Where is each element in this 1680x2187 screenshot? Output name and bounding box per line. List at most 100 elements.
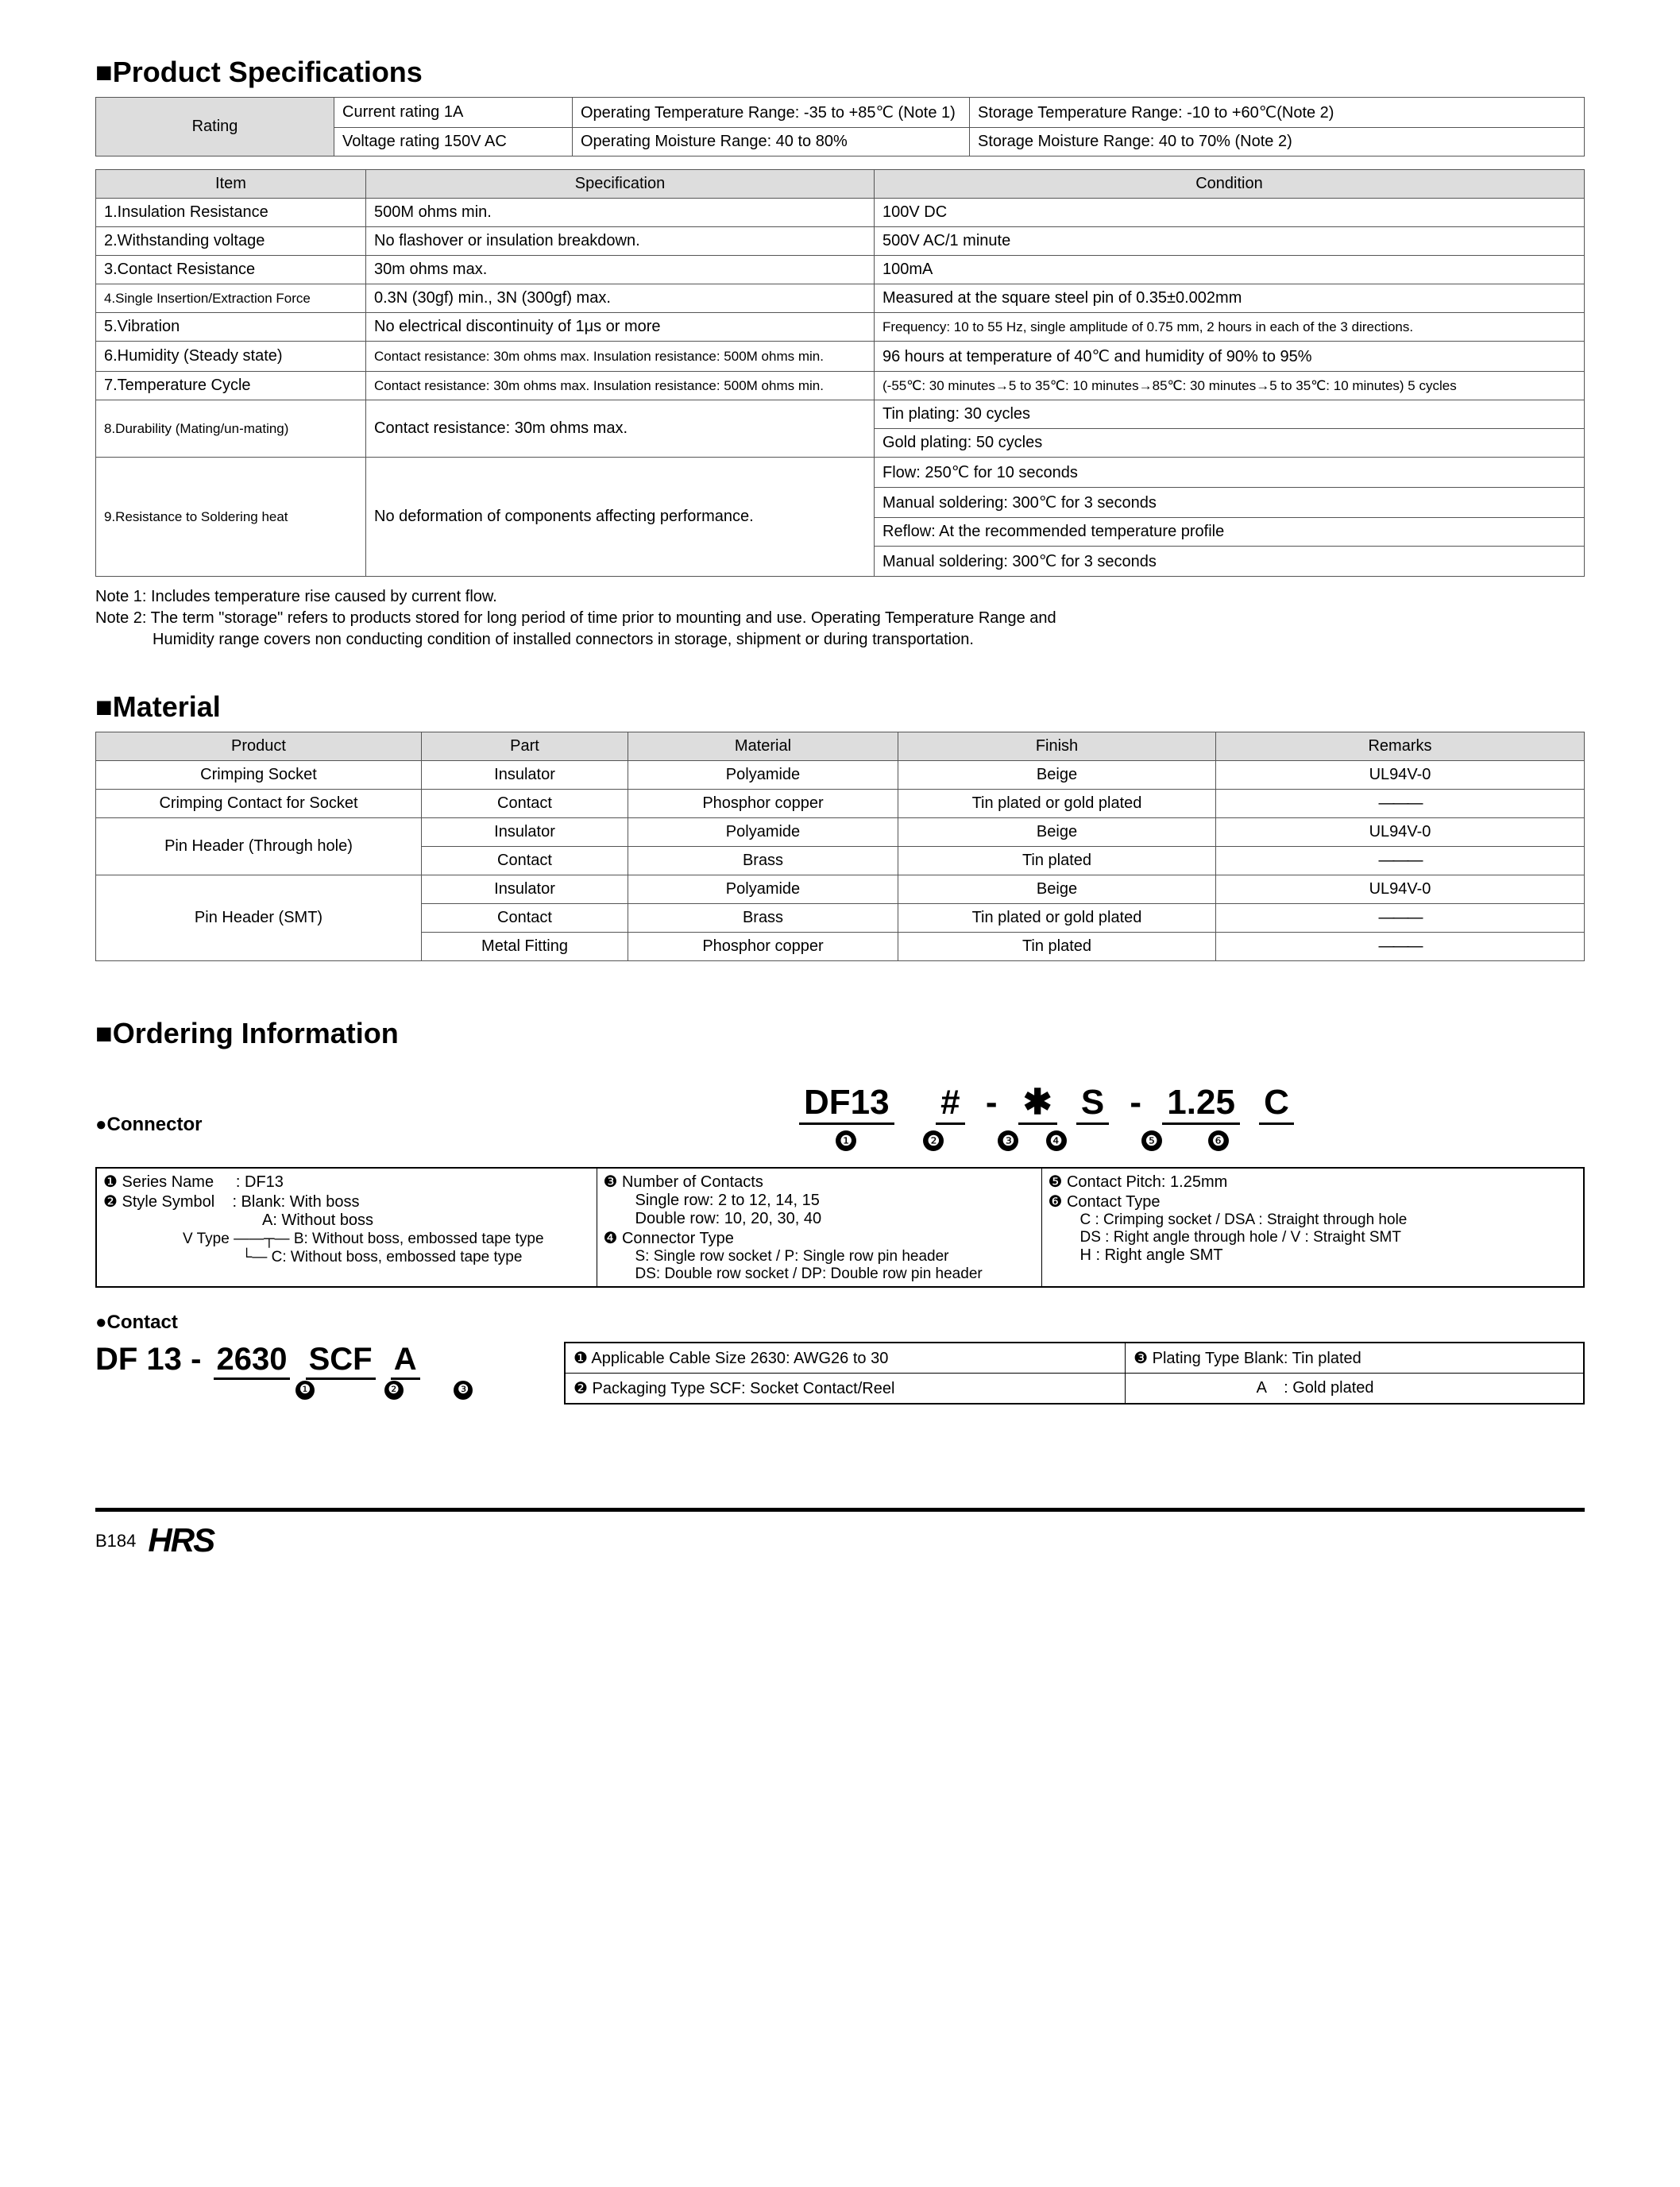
mh: Part xyxy=(422,732,628,761)
pn-seg: C xyxy=(1259,1083,1294,1125)
t: Manual soldering: 300℃ for 3 seconds xyxy=(875,488,1585,518)
t: └— C: Without boss, embossed tape type xyxy=(103,1249,522,1265)
mc: Crimping Socket xyxy=(96,761,422,790)
t: Frequency: 10 to 55 Hz, single amplitude… xyxy=(875,313,1585,342)
mc: Beige xyxy=(898,818,1216,847)
t: (-55℃: 30 minutes→5 to 35℃: 10 minutes→8… xyxy=(875,372,1585,400)
pn-seg: 2630 xyxy=(214,1342,291,1380)
t: Gold plating: 50 cycles xyxy=(875,429,1585,458)
contact-head: ●Contact xyxy=(95,1312,1585,1334)
connector-legend: ❶ Series Name : DF13 ❷ Style Symbol : Bl… xyxy=(95,1167,1585,1288)
lc: ❶ Series Name : DF13 ❷ Style Symbol : Bl… xyxy=(96,1168,597,1287)
t: H : Right angle SMT xyxy=(1049,1246,1578,1265)
t: 500M ohms min. xyxy=(366,199,875,227)
idx: ❷ xyxy=(384,1381,404,1400)
idx: ❻ xyxy=(1208,1130,1229,1151)
mc: Beige xyxy=(898,761,1216,790)
t: ❹ Connector Type xyxy=(604,1230,734,1247)
hrs-logo: HRS xyxy=(148,1521,214,1559)
pn-dash: - xyxy=(1123,1083,1148,1122)
rating-header: Rating xyxy=(96,98,334,156)
contact-partnumber: DF 13 - 2630 SCF A xyxy=(95,1342,540,1380)
spec-th: Specification xyxy=(366,170,875,199)
t: No flashover or insulation breakdown. xyxy=(366,227,875,256)
mc: Phosphor copper xyxy=(628,933,898,961)
note2a: Note 2: The term "storage" refers to pro… xyxy=(95,609,1056,627)
t: ❸ Number of Contacts xyxy=(604,1173,763,1191)
idx: ❶ xyxy=(295,1381,315,1400)
mc: Tin plated or gold plated xyxy=(898,904,1216,933)
t: ❶ Series Name xyxy=(103,1173,214,1191)
mc: ——— xyxy=(1216,847,1585,875)
mc: UL94V-0 xyxy=(1216,818,1585,847)
mc: Tin plated or gold plated xyxy=(898,790,1216,818)
pn-seg: DF13 xyxy=(799,1083,894,1125)
mh: Material xyxy=(628,732,898,761)
mc: Pin Header (SMT) xyxy=(96,875,422,961)
t: No electrical discontinuity of 1μs or mo… xyxy=(366,313,875,342)
section-title-spec: ■Product Specifications xyxy=(95,56,1585,89)
contact-legend: ❶ Applicable Cable Size 2630: AWG26 to 3… xyxy=(564,1342,1585,1405)
spec-table: Item Specification Condition 1.Insulatio… xyxy=(95,169,1585,577)
t: : DF13 xyxy=(236,1173,284,1191)
t: 96 hours at temperature of 40℃ and humid… xyxy=(875,342,1585,372)
t: ❻ Contact Type xyxy=(1049,1193,1161,1211)
mc: Contact xyxy=(422,847,628,875)
t: ❺ Contact Pitch: 1.25mm xyxy=(1049,1173,1228,1191)
t: 7.Temperature Cycle xyxy=(96,372,366,400)
t: Contact resistance: 30m ohms max. xyxy=(366,400,875,458)
page-number: B184 xyxy=(95,1531,136,1551)
mc: UL94V-0 xyxy=(1216,761,1585,790)
mc: Polyamide xyxy=(628,761,898,790)
mc: Phosphor copper xyxy=(628,790,898,818)
idx: ❶ xyxy=(836,1130,856,1151)
t: 500V AC/1 minute xyxy=(875,227,1585,256)
t: 2.Withstanding voltage xyxy=(96,227,366,256)
pn-seg: DF 13 xyxy=(95,1342,182,1377)
t: Double row: 10, 20, 30, 40 xyxy=(604,1210,1035,1228)
note2b: Humidity range covers non conducting con… xyxy=(95,629,1585,651)
mc: Brass xyxy=(628,847,898,875)
t: 30m ohms max. xyxy=(366,256,875,284)
mc: Pin Header (Through hole) xyxy=(96,818,422,875)
t: Single row: 2 to 12, 14, 15 xyxy=(604,1192,1035,1210)
t: DS: Double row socket / DP: Double row p… xyxy=(604,1265,1035,1283)
mc: Beige xyxy=(898,875,1216,904)
t: 100V DC xyxy=(875,199,1585,227)
t: DS : Right angle through hole / V : Stra… xyxy=(1049,1229,1578,1246)
note1: Note 1: Includes temperature rise caused… xyxy=(95,588,497,605)
mc: Tin plated xyxy=(898,847,1216,875)
mc: Brass xyxy=(628,904,898,933)
t: C : Crimping socket / DSA : Straight thr… xyxy=(1049,1211,1578,1229)
t: 1.Insulation Resistance xyxy=(96,199,366,227)
t: Reflow: At the recommended temperature p… xyxy=(875,518,1585,547)
mc: Tin plated xyxy=(898,933,1216,961)
t: No deformation of components affecting p… xyxy=(366,458,875,577)
mc: ——— xyxy=(1216,904,1585,933)
t: 8.Durability (Mating/un-mating) xyxy=(96,400,366,458)
rating-table: Rating Current rating 1A Operating Tempe… xyxy=(95,97,1585,156)
lc: ❸ Number of Contacts Single row: 2 to 12… xyxy=(597,1168,1041,1287)
t: 5.Vibration xyxy=(96,313,366,342)
t: ❷ Style Symbol xyxy=(103,1193,214,1211)
idx: ❸ xyxy=(998,1130,1018,1151)
t: 100mA xyxy=(875,256,1585,284)
mc: Polyamide xyxy=(628,875,898,904)
rating-cell: Operating Moisture Range: 40 to 80% xyxy=(573,128,970,156)
idx: ❸ xyxy=(454,1381,473,1400)
connector-head: ●Connector xyxy=(95,1114,508,1136)
notes: Note 1: Includes temperature rise caused… xyxy=(95,586,1585,651)
mc: Insulator xyxy=(422,875,628,904)
mc: Crimping Contact for Socket xyxy=(96,790,422,818)
rating-cell: Voltage rating 150V AC xyxy=(334,128,573,156)
contact-index-row: ❶ ❷ ❸ xyxy=(95,1380,540,1400)
rating-cell: Storage Moisture Range: 40 to 70% (Note … xyxy=(970,128,1585,156)
t: A: Without boss xyxy=(103,1211,373,1229)
mc: Polyamide xyxy=(628,818,898,847)
rating-cell: Operating Temperature Range: -35 to +85℃… xyxy=(573,98,970,128)
t: Flow: 250℃ for 10 seconds xyxy=(875,458,1585,488)
t: ❷ Packaging Type SCF: Socket Contact/Ree… xyxy=(565,1374,1126,1405)
pn-seg: ✱ xyxy=(1018,1082,1057,1125)
t: 3.Contact Resistance xyxy=(96,256,366,284)
t: ❸ Plating Type Blank: Tin plated xyxy=(1126,1343,1584,1374)
